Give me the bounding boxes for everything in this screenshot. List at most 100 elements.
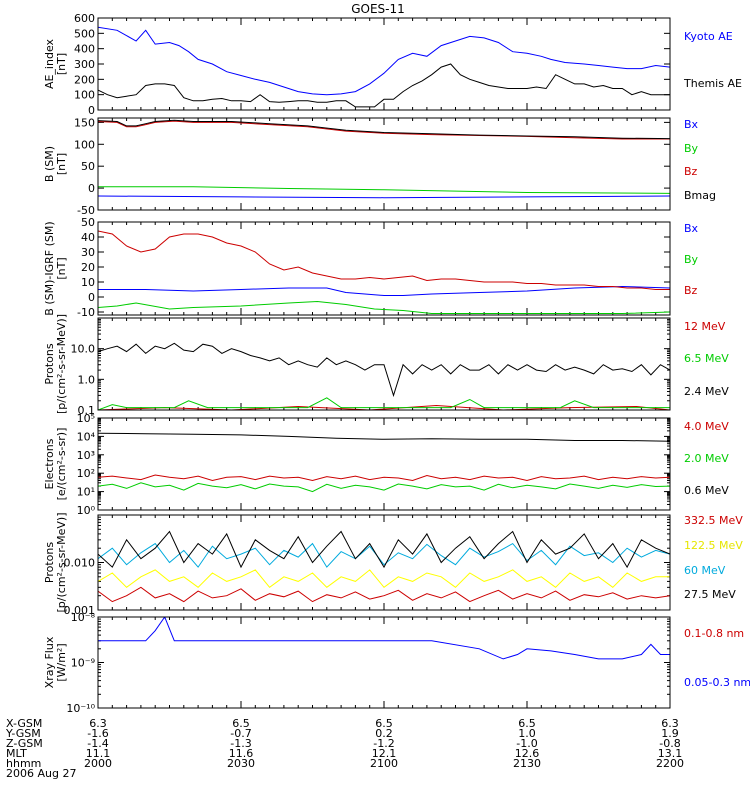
- legend-entry: Kyoto AE: [684, 30, 733, 43]
- axis-value: -1.3: [230, 737, 251, 750]
- axis-value: 2100: [370, 757, 398, 770]
- y-axis-label: [e/(cm²-s-sr)]: [55, 428, 68, 501]
- y-axis-label: [nT]: [55, 257, 68, 279]
- axis-value: 2130: [513, 757, 541, 770]
- series-line-bmag: [98, 119, 670, 140]
- y-tick-label: 100: [74, 138, 95, 151]
- series-line-by: [98, 186, 670, 194]
- y-tick-label: 10⁵: [77, 412, 95, 425]
- legend-entry: By: [684, 253, 699, 266]
- series-line-bz: [98, 230, 670, 290]
- legend-entry: By: [684, 142, 699, 155]
- axis-value: 6.3: [89, 717, 107, 730]
- axis-value: -1.0: [516, 737, 537, 750]
- axis-value: 6.3: [661, 717, 679, 730]
- panel-ae: 0 100 200 300 400 500 600 Kyoto AE Themis AE AE_i…: [43, 12, 742, 117]
- y-axis-label: AE_index: [43, 38, 56, 89]
- legend-entry: Bx: [684, 118, 699, 131]
- y-axis-label: B (SM)-IGRF (SM): [43, 221, 56, 315]
- y-tick-label: 300: [74, 58, 95, 71]
- y-tick-label: 10⁻⁸: [71, 611, 96, 624]
- panel-electrons: 10⁰ 10¹ 10² 10³ 10⁴ 10⁵ 4.0 MeV 2.0 MeV 0.6 MeV E…: [43, 412, 729, 517]
- panel-frame: [97, 117, 671, 211]
- legend-entry: Bz: [684, 165, 698, 178]
- axis-row-label: X-GSM: [6, 717, 42, 730]
- panel-frame: [97, 514, 671, 611]
- series-line-kyoto-ae: [98, 26, 670, 96]
- series-line-27-5-mev: [98, 530, 670, 569]
- axis-value: -1.6: [87, 727, 108, 740]
- y-tick-label: 0: [88, 104, 95, 117]
- y-axis-label: Electrons: [43, 438, 56, 489]
- panel-frame: [97, 221, 671, 316]
- series-line-6-5-mev: [98, 397, 670, 410]
- y-tick-label: 10²: [77, 467, 95, 480]
- y-tick-label: 10: [81, 276, 95, 289]
- legend-entry: Bmag: [684, 189, 716, 202]
- y-axis-label: [p/(cm²-s-sr-MeV)]: [55, 314, 68, 414]
- panel-frame: [97, 317, 671, 411]
- legend-entry: 2.0 MeV: [684, 452, 729, 465]
- axis-value: 11.1: [86, 747, 111, 760]
- legend-entry: 0.6 MeV: [684, 484, 729, 497]
- legend-entry: 0.05-0.3 nm: [684, 676, 750, 689]
- y-tick-label: 10⁰: [77, 504, 96, 517]
- legend-entry: 12 MeV: [684, 320, 726, 333]
- axis-value: 12.1: [372, 747, 397, 760]
- axis-value: 6.5: [518, 717, 536, 730]
- y-tick-label: 10⁻¹⁰: [66, 702, 95, 715]
- y-tick-label: -10: [77, 306, 95, 319]
- y-tick-label: 0.010: [64, 557, 96, 570]
- y-axis-label: [nT]: [55, 53, 68, 75]
- plot-title: GOES-11: [351, 2, 405, 16]
- series-line-by: [98, 300, 670, 314]
- y-axis-label: Protons: [43, 343, 56, 384]
- panel-frame: [97, 616, 671, 709]
- y-tick-label: 0.1: [78, 404, 96, 417]
- plot-date: 2006 Aug 27: [6, 767, 76, 780]
- panel-frame: [97, 17, 671, 111]
- y-tick-label: 200: [74, 73, 95, 86]
- axis-value: -0.8: [659, 737, 680, 750]
- y-tick-label: 400: [74, 43, 95, 56]
- axis-value: 6.5: [375, 717, 393, 730]
- axis-value: 2030: [227, 757, 255, 770]
- panel-xray: 10⁻¹⁰ 10⁻⁹ 10⁻⁸ 0.1-0.8 nm 0.05-0.3 nm Xray F…: [43, 611, 750, 715]
- axis-row-label: hhmm: [6, 757, 41, 770]
- series-line-2-0-mev: [98, 482, 670, 493]
- y-tick-label: 20: [81, 261, 95, 274]
- y-tick-label: 0: [88, 182, 95, 195]
- y-tick-label: 10.0: [71, 343, 96, 356]
- axis-value: -1.2: [373, 737, 394, 750]
- axis-value: 1.9: [661, 727, 679, 740]
- legend-entry: 332.5 MeV: [684, 514, 743, 527]
- y-tick-label: 10⁻⁹: [71, 657, 95, 670]
- legend-entry: 0.1-0.8 nm: [684, 627, 744, 640]
- panel-b: -50 0 50 100 150 Bx By Bz Bmag B (SM) [nT]: [43, 116, 716, 217]
- y-axis-label: Xray Flux: [43, 636, 56, 688]
- panel-frame: [97, 417, 671, 511]
- y-tick-label: 100: [74, 89, 95, 102]
- axis-value: 6.5: [232, 717, 250, 730]
- series-line-bx: [98, 285, 670, 296]
- y-tick-label: 500: [74, 27, 95, 40]
- legend-entry: 122.5 MeV: [684, 539, 743, 552]
- series-line-332-5-mev: [98, 586, 670, 603]
- axis-value: 11.6: [229, 747, 254, 760]
- axis-row-label: Y-GSM: [5, 727, 41, 740]
- axis-row-label: MLT: [6, 747, 27, 760]
- series-line-60-mev: [98, 542, 670, 568]
- axis-value: 0.2: [375, 727, 393, 740]
- legend-entry: 4.0 MeV: [684, 420, 729, 433]
- axis-value: 12.6: [515, 747, 540, 760]
- y-tick-label: 1.0: [78, 373, 96, 386]
- series-line-bx: [98, 195, 670, 199]
- axis-value: 13.1: [658, 747, 683, 760]
- series-line-0-05-0-3-nm: [98, 617, 670, 660]
- y-axis-label: [W/m²]: [55, 643, 68, 681]
- y-tick-label: 150: [74, 116, 95, 129]
- legend-entry: Bx: [684, 222, 699, 235]
- series-line-themis-ae: [98, 63, 670, 108]
